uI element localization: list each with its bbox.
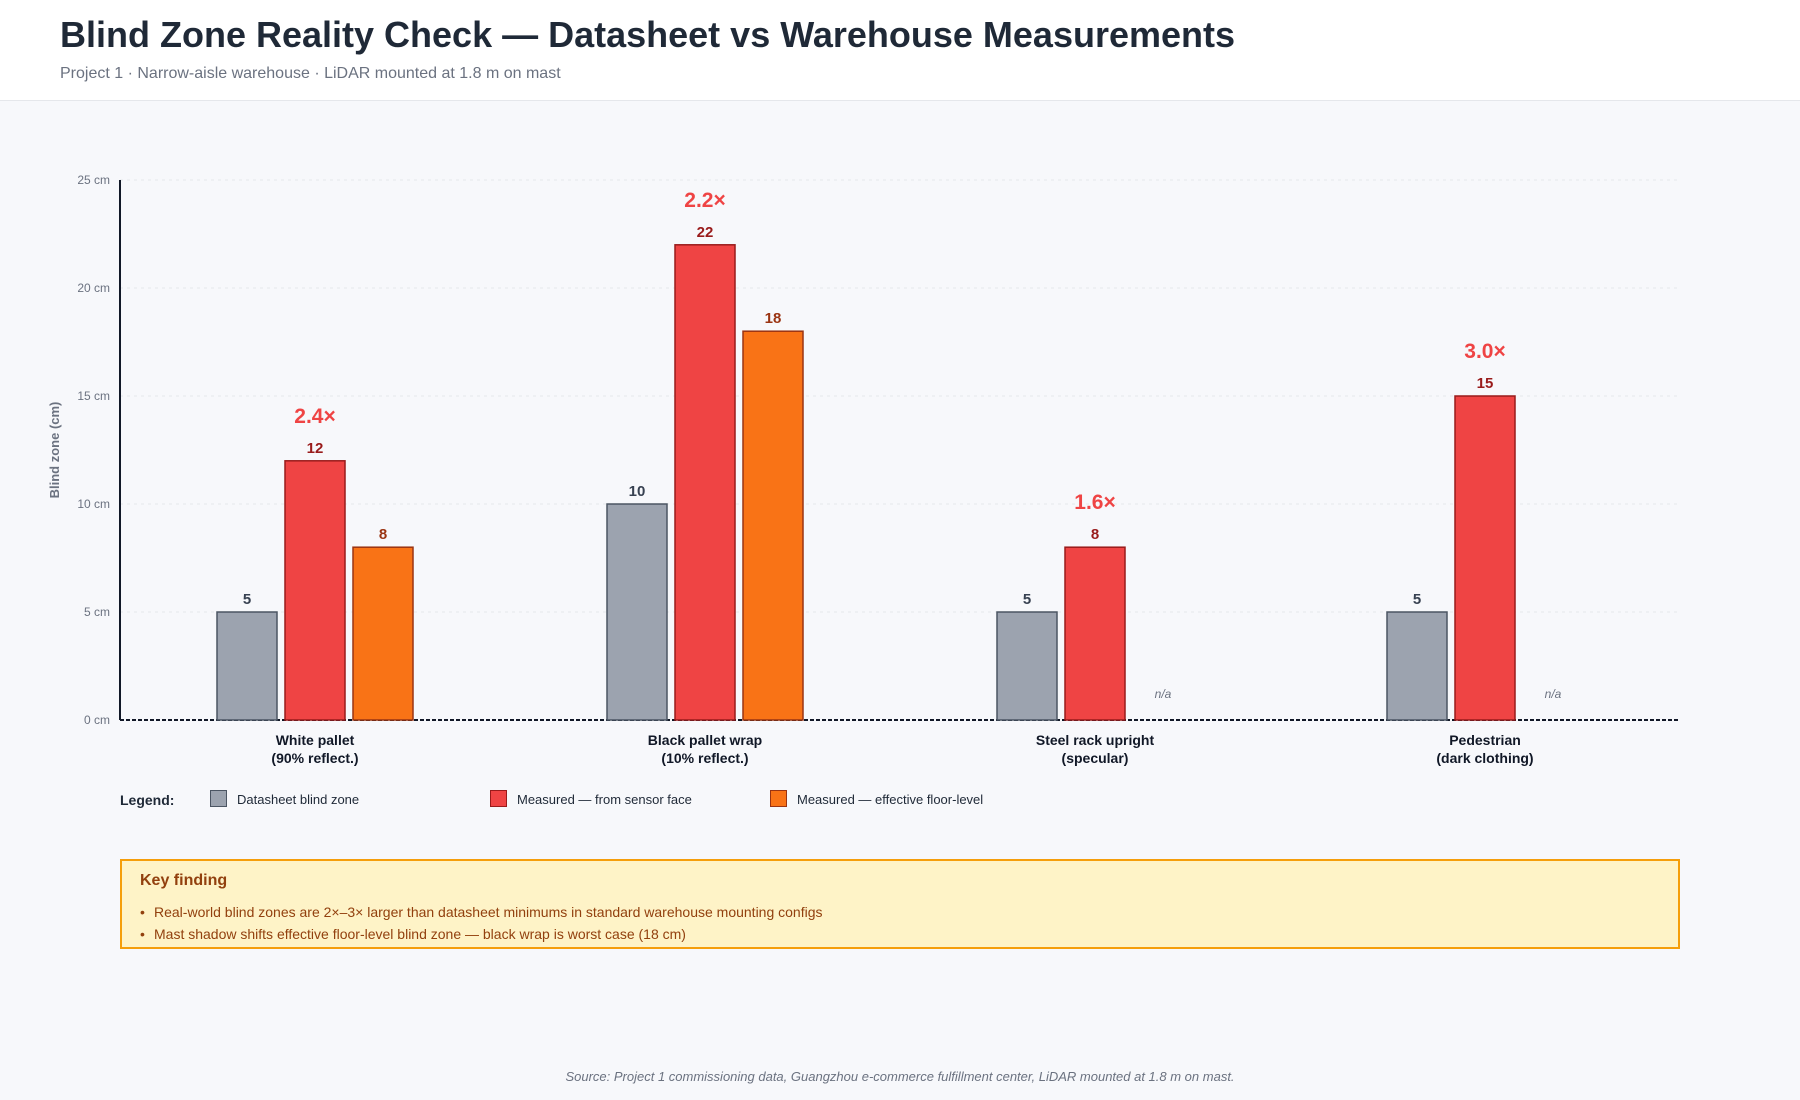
- key-finding-title: Key finding: [140, 872, 228, 889]
- bar: [1386, 611, 1448, 721]
- bar-value-label: 8: [1091, 526, 1099, 543]
- bar-missing-label: n/a: [1545, 687, 1562, 701]
- key-finding-box: Key finding Real-world blind zones are 2…: [120, 859, 1680, 949]
- y-tick-label: 25 cm: [77, 173, 110, 187]
- x-tick-label: (10% reflect.): [661, 750, 748, 766]
- bar-missing-label: n/a: [1155, 687, 1172, 701]
- legend-swatch-datasheet: [210, 790, 227, 807]
- key-finding-list: Real-world blind zones are 2×–3× larger …: [140, 901, 823, 945]
- page-subtitle: Project 1 · Narrow-aisle warehouse · LiD…: [60, 65, 561, 82]
- y-tick-label: 20 cm: [77, 281, 110, 295]
- bar-value-label: 8: [379, 526, 387, 543]
- legend-label-floor-level: Measured — effective floor-level: [797, 792, 984, 807]
- y-tick-label: 0 cm: [84, 713, 110, 727]
- y-tick-label: 10 cm: [77, 497, 110, 511]
- key-finding-point: Mast shadow shifts effective floor-level…: [140, 923, 823, 945]
- source-note: Source: Project 1 commissioning data, Gu…: [565, 1069, 1235, 1084]
- x-tick-label: Steel rack upright: [1036, 732, 1155, 748]
- y-tick-label: 15 cm: [77, 389, 110, 403]
- legend-swatch-floor-level: [770, 790, 787, 807]
- legend-swatch-sensor-face: [490, 790, 507, 807]
- bar-value-label: 15: [1477, 375, 1494, 392]
- bar: [352, 546, 414, 721]
- key-finding-point: Real-world blind zones are 2×–3× larger …: [140, 901, 823, 923]
- legend-title: Legend:: [120, 792, 175, 808]
- bar: [1064, 546, 1126, 721]
- ratio-annotation: 2.4×: [294, 405, 335, 428]
- bar-value-label: 12: [307, 440, 324, 457]
- bar-value-label: 10: [629, 483, 646, 500]
- bar-value-label: 18: [765, 310, 782, 327]
- bar: [1454, 395, 1516, 721]
- x-tick-label: (specular): [1062, 750, 1129, 766]
- bar: [742, 330, 804, 721]
- bar-value-label: 5: [1023, 591, 1031, 608]
- bar: [674, 244, 736, 721]
- x-tick-label: Pedestrian: [1449, 732, 1521, 748]
- bar: [216, 611, 278, 721]
- y-tick-label: 5 cm: [84, 605, 110, 619]
- legend-label-datasheet: Datasheet blind zone: [237, 792, 360, 807]
- page-title: Blind Zone Reality Check — Datasheet vs …: [60, 14, 1236, 55]
- x-tick-label: (90% reflect.): [271, 750, 358, 766]
- bar-value-label: 5: [243, 591, 251, 608]
- bar: [284, 460, 346, 721]
- x-tick-label: White pallet: [276, 732, 355, 748]
- ratio-annotation: 1.6×: [1074, 491, 1115, 514]
- bar: [606, 503, 668, 721]
- legend-label-sensor-face: Measured — from sensor face: [517, 792, 692, 807]
- y-axis-label: Blind zone (cm): [47, 402, 62, 499]
- ratio-annotation: 2.2×: [684, 189, 725, 212]
- bar-value-label: 22: [697, 224, 714, 241]
- page-header: Blind Zone Reality Check — Datasheet vs …: [0, 0, 1800, 101]
- bar: [996, 611, 1058, 721]
- bar-value-label: 5: [1413, 591, 1421, 608]
- x-tick-label: Black pallet wrap: [648, 732, 762, 748]
- ratio-annotation: 3.0×: [1464, 340, 1505, 363]
- x-tick-label: (dark clothing): [1436, 750, 1533, 766]
- blind-zone-bar-chart: 0 cm 5 cm 10 cm 15 cm 20 cm 25 cm Blind zone (…: [47, 173, 1680, 766]
